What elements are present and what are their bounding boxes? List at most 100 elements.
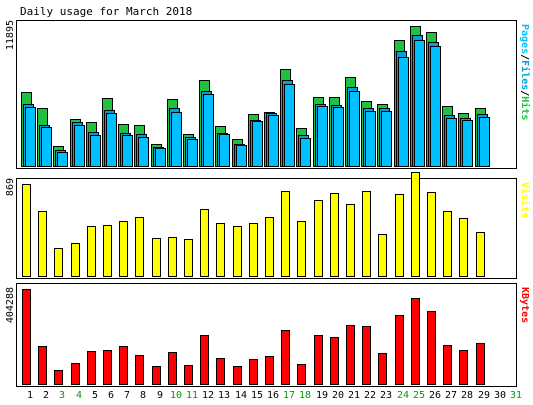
day-label-30: 30	[494, 390, 506, 401]
day-label-6: 6	[108, 390, 114, 401]
kbytes-kbytes-bar-day-15	[249, 359, 258, 385]
hits-side-label-part: /	[519, 54, 530, 60]
hits-pages-bar-day-28	[462, 120, 473, 167]
hits-pages-bar-day-23	[381, 111, 392, 167]
hits-pages-bar-day-25	[414, 40, 425, 167]
day-label-1: 1	[27, 390, 33, 401]
day-label-25: 25	[413, 390, 425, 401]
visits-visits-bar-day-9	[152, 238, 161, 277]
day-label-31: 31	[510, 390, 522, 401]
kbytes-kbytes-bar-day-29	[476, 343, 485, 385]
hits-pages-bar-day-17	[284, 84, 295, 167]
day-label-3: 3	[59, 390, 65, 401]
day-label-15: 15	[251, 390, 263, 401]
kbytes-kbytes-bar-day-12	[200, 335, 209, 385]
kbytes-kbytes-bar-day-19	[314, 335, 323, 385]
kbytes-side-label-part: KBytes	[519, 287, 530, 323]
hits-max-label: 11895	[5, 20, 16, 50]
visits-visits-bar-day-26	[427, 192, 436, 277]
visits-panel: 869 Visits	[5, 172, 531, 279]
day-label-20: 20	[332, 390, 344, 401]
visits-visits-bar-day-13	[216, 223, 225, 277]
visits-visits-bar-day-18	[297, 221, 306, 277]
kbytes-side-label: KBytes	[519, 287, 530, 323]
hits-side-label-part: Pages	[519, 24, 530, 54]
visits-visits-bar-day-19	[314, 200, 323, 277]
visits-max-label: 869	[5, 178, 16, 196]
day-label-2: 2	[43, 390, 49, 401]
hits-pages-bar-day-19	[317, 106, 328, 167]
visits-visits-bar-day-6	[103, 225, 112, 277]
visits-visits-bar-day-16	[265, 217, 274, 277]
hits-pages-bar-day-6	[106, 113, 117, 167]
hits-pages-bar-day-26	[430, 46, 441, 167]
day-label-4: 4	[76, 390, 82, 401]
hits-pages-bar-day-3	[57, 152, 68, 167]
hits-pages-bar-day-22	[365, 111, 376, 167]
kbytes-kbytes-bar-day-23	[378, 353, 387, 385]
kbytes-kbytes-bar-day-11	[184, 365, 193, 385]
visits-visits-bar-day-8	[135, 217, 144, 277]
visits-visits-bar-day-24	[395, 194, 404, 277]
day-label-27: 27	[445, 390, 457, 401]
visits-visits-bar-day-10	[168, 237, 177, 277]
kbytes-kbytes-bar-day-22	[362, 326, 371, 385]
visits-visits-bar-day-25	[411, 172, 420, 277]
day-label-9: 9	[157, 390, 163, 401]
day-label-14: 14	[235, 390, 247, 401]
hits-side-label-part: Hits	[519, 96, 531, 120]
hits-pages-bar-day-7	[122, 135, 133, 167]
hits-pages-bar-day-12	[203, 94, 214, 167]
kbytes-kbytes-bar-day-4	[71, 363, 80, 385]
hits-pages-bar-day-1	[25, 107, 36, 167]
day-label-5: 5	[92, 390, 98, 401]
kbytes-kbytes-bar-day-21	[346, 325, 355, 385]
hits-pages-bar-day-21	[349, 91, 360, 167]
hits-pages-bar-day-20	[333, 107, 344, 167]
hits-pages-bar-day-13	[219, 134, 230, 167]
visits-visits-bar-day-4	[71, 243, 80, 277]
visits-visits-bar-day-3	[54, 248, 63, 277]
kbytes-kbytes-bar-day-25	[411, 298, 420, 385]
hits-pages-bar-day-18	[300, 138, 311, 167]
kbytes-kbytes-bar-day-17	[281, 330, 290, 385]
day-label-16: 16	[267, 390, 279, 401]
hits-pages-bar-day-27	[446, 118, 457, 167]
day-label-21: 21	[348, 390, 360, 401]
day-label-24: 24	[397, 390, 409, 401]
hits-pages-bar-day-4	[74, 125, 85, 167]
visits-visits-bar-day-20	[330, 193, 339, 277]
visits-visits-bar-day-7	[119, 221, 128, 277]
hits-pages-bar-day-14	[236, 145, 247, 167]
hits-pages-bar-day-16	[268, 115, 279, 167]
visits-visits-bar-day-22	[362, 191, 371, 277]
visits-visits-bar-day-1	[22, 184, 31, 277]
day-label-19: 19	[316, 390, 328, 401]
hits-pages-bar-day-24	[398, 57, 409, 167]
kbytes-max-label: 404288	[5, 287, 16, 323]
kbytes-kbytes-bar-day-13	[216, 358, 225, 385]
kbytes-kbytes-bar-day-16	[265, 356, 274, 385]
kbytes-kbytes-bar-day-1	[22, 289, 31, 385]
day-label-18: 18	[299, 390, 311, 401]
hits-pages-bar-day-11	[187, 139, 198, 167]
visits-visits-bar-day-27	[443, 211, 452, 277]
kbytes-kbytes-bar-day-24	[395, 315, 404, 385]
kbytes-kbytes-bar-day-18	[297, 364, 306, 385]
day-label-22: 22	[364, 390, 376, 401]
hits-pages-bar-day-9	[155, 148, 166, 167]
kbytes-kbytes-bar-day-3	[54, 370, 63, 385]
hits-side-label: Pages/Files/Hits	[519, 24, 531, 120]
visits-visits-bar-day-12	[200, 209, 209, 277]
kbytes-kbytes-bar-day-2	[38, 346, 47, 385]
kbytes-kbytes-bar-day-10	[168, 352, 177, 385]
hits-pages-bar-day-10	[171, 112, 182, 167]
chart-title: Daily usage for March 2018	[20, 5, 192, 18]
day-axis-labels: 1 2 3 4 5 6 7 8 9 10 11 12 13 14 15 16 17 18 19 20 21 22 23 24 2…	[27, 390, 522, 401]
day-label-17: 17	[283, 390, 295, 401]
visits-visits-bar-day-14	[233, 226, 242, 277]
visits-visits-bar-day-28	[459, 218, 468, 277]
day-label-26: 26	[429, 390, 441, 401]
day-label-7: 7	[124, 390, 130, 401]
